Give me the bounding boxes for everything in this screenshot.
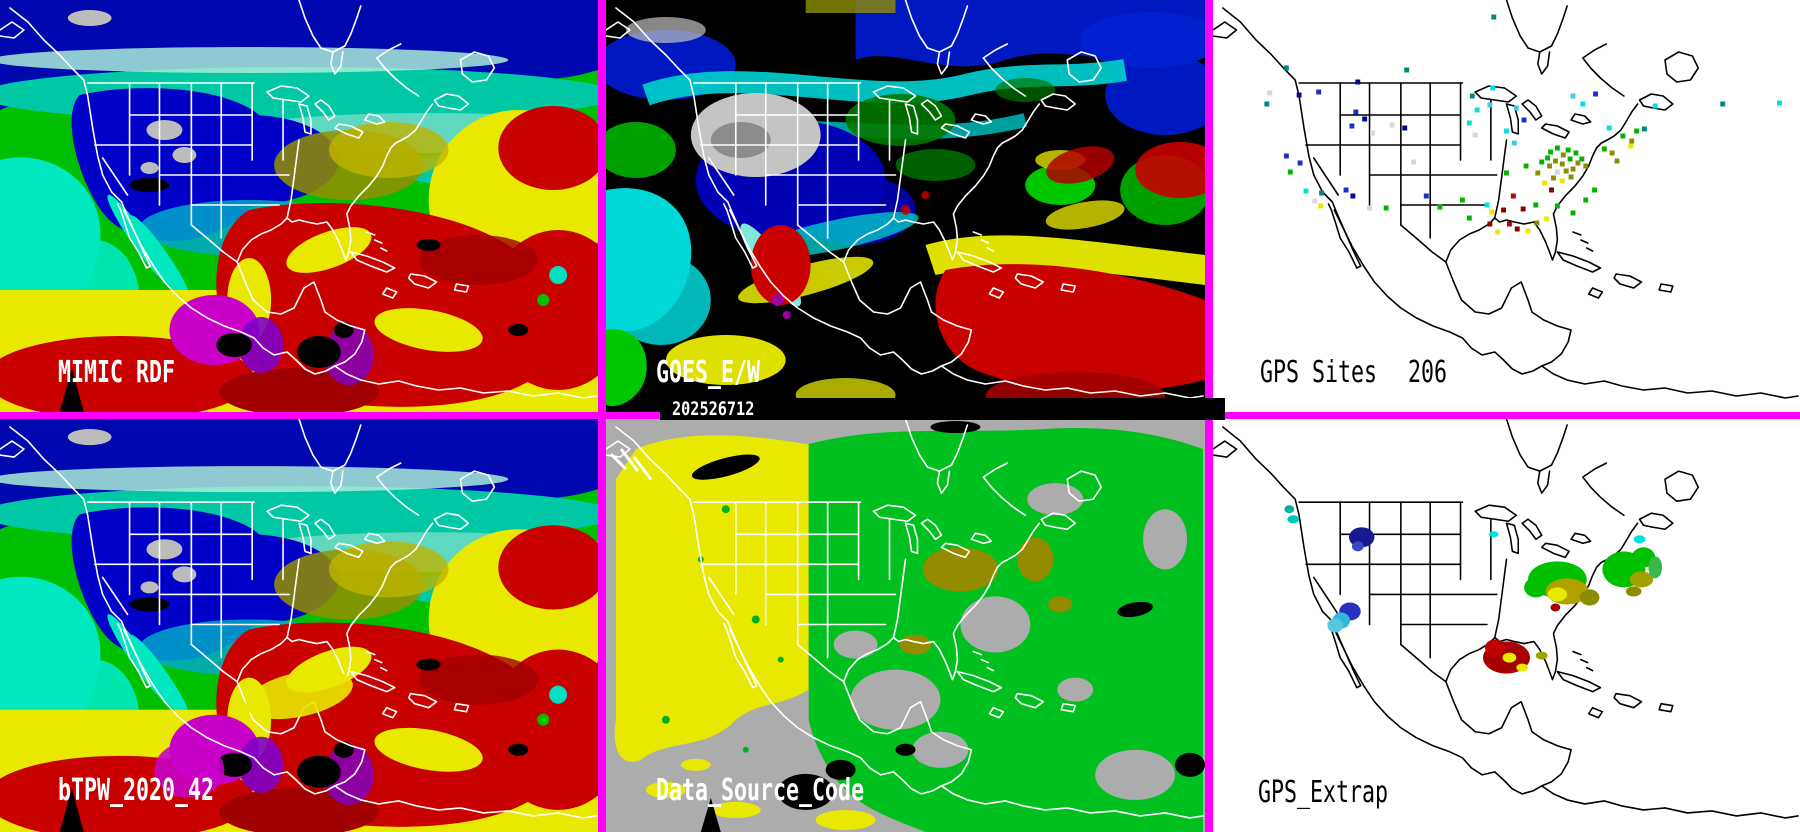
goes-ew-map-image: [606, 0, 1205, 412]
data-source-code-map-image: [606, 419, 1205, 832]
mimic-rdf-label: MIMIC RDF: [58, 355, 176, 390]
gps-site-dots: [1264, 14, 1782, 235]
gps-extrap-map-image: [1213, 419, 1800, 832]
gps-sites-count: 206: [1408, 355, 1448, 390]
timestamp-bar: 202526712: [660, 398, 1225, 420]
goes-ew-label: GOES_E/W: [656, 355, 761, 390]
gps-extrap-label: GPS_Extrap: [1258, 775, 1389, 810]
data-source-code-label: Data_Source_Code: [656, 773, 865, 808]
btpw-panel[interactable]: [0, 419, 598, 832]
gps-extrap-panel[interactable]: [1213, 419, 1800, 832]
goes-ew-panel[interactable]: [606, 0, 1205, 412]
gps-extrap-blobs: [1284, 505, 1663, 674]
gps-sites-map-image: [1213, 0, 1800, 412]
btpw-map-image: [0, 419, 598, 832]
mimic-rdf-map-image: [0, 0, 598, 412]
gps-sites-label: GPS Sites: [1260, 355, 1378, 390]
mimic-rdf-panel[interactable]: [0, 0, 598, 412]
data-source-code-panel[interactable]: [606, 419, 1205, 832]
btpw-label: bTPW_2020_42: [58, 773, 215, 808]
timestamp-text: 202526712: [672, 398, 755, 420]
gps-sites-panel[interactable]: [1213, 0, 1800, 412]
